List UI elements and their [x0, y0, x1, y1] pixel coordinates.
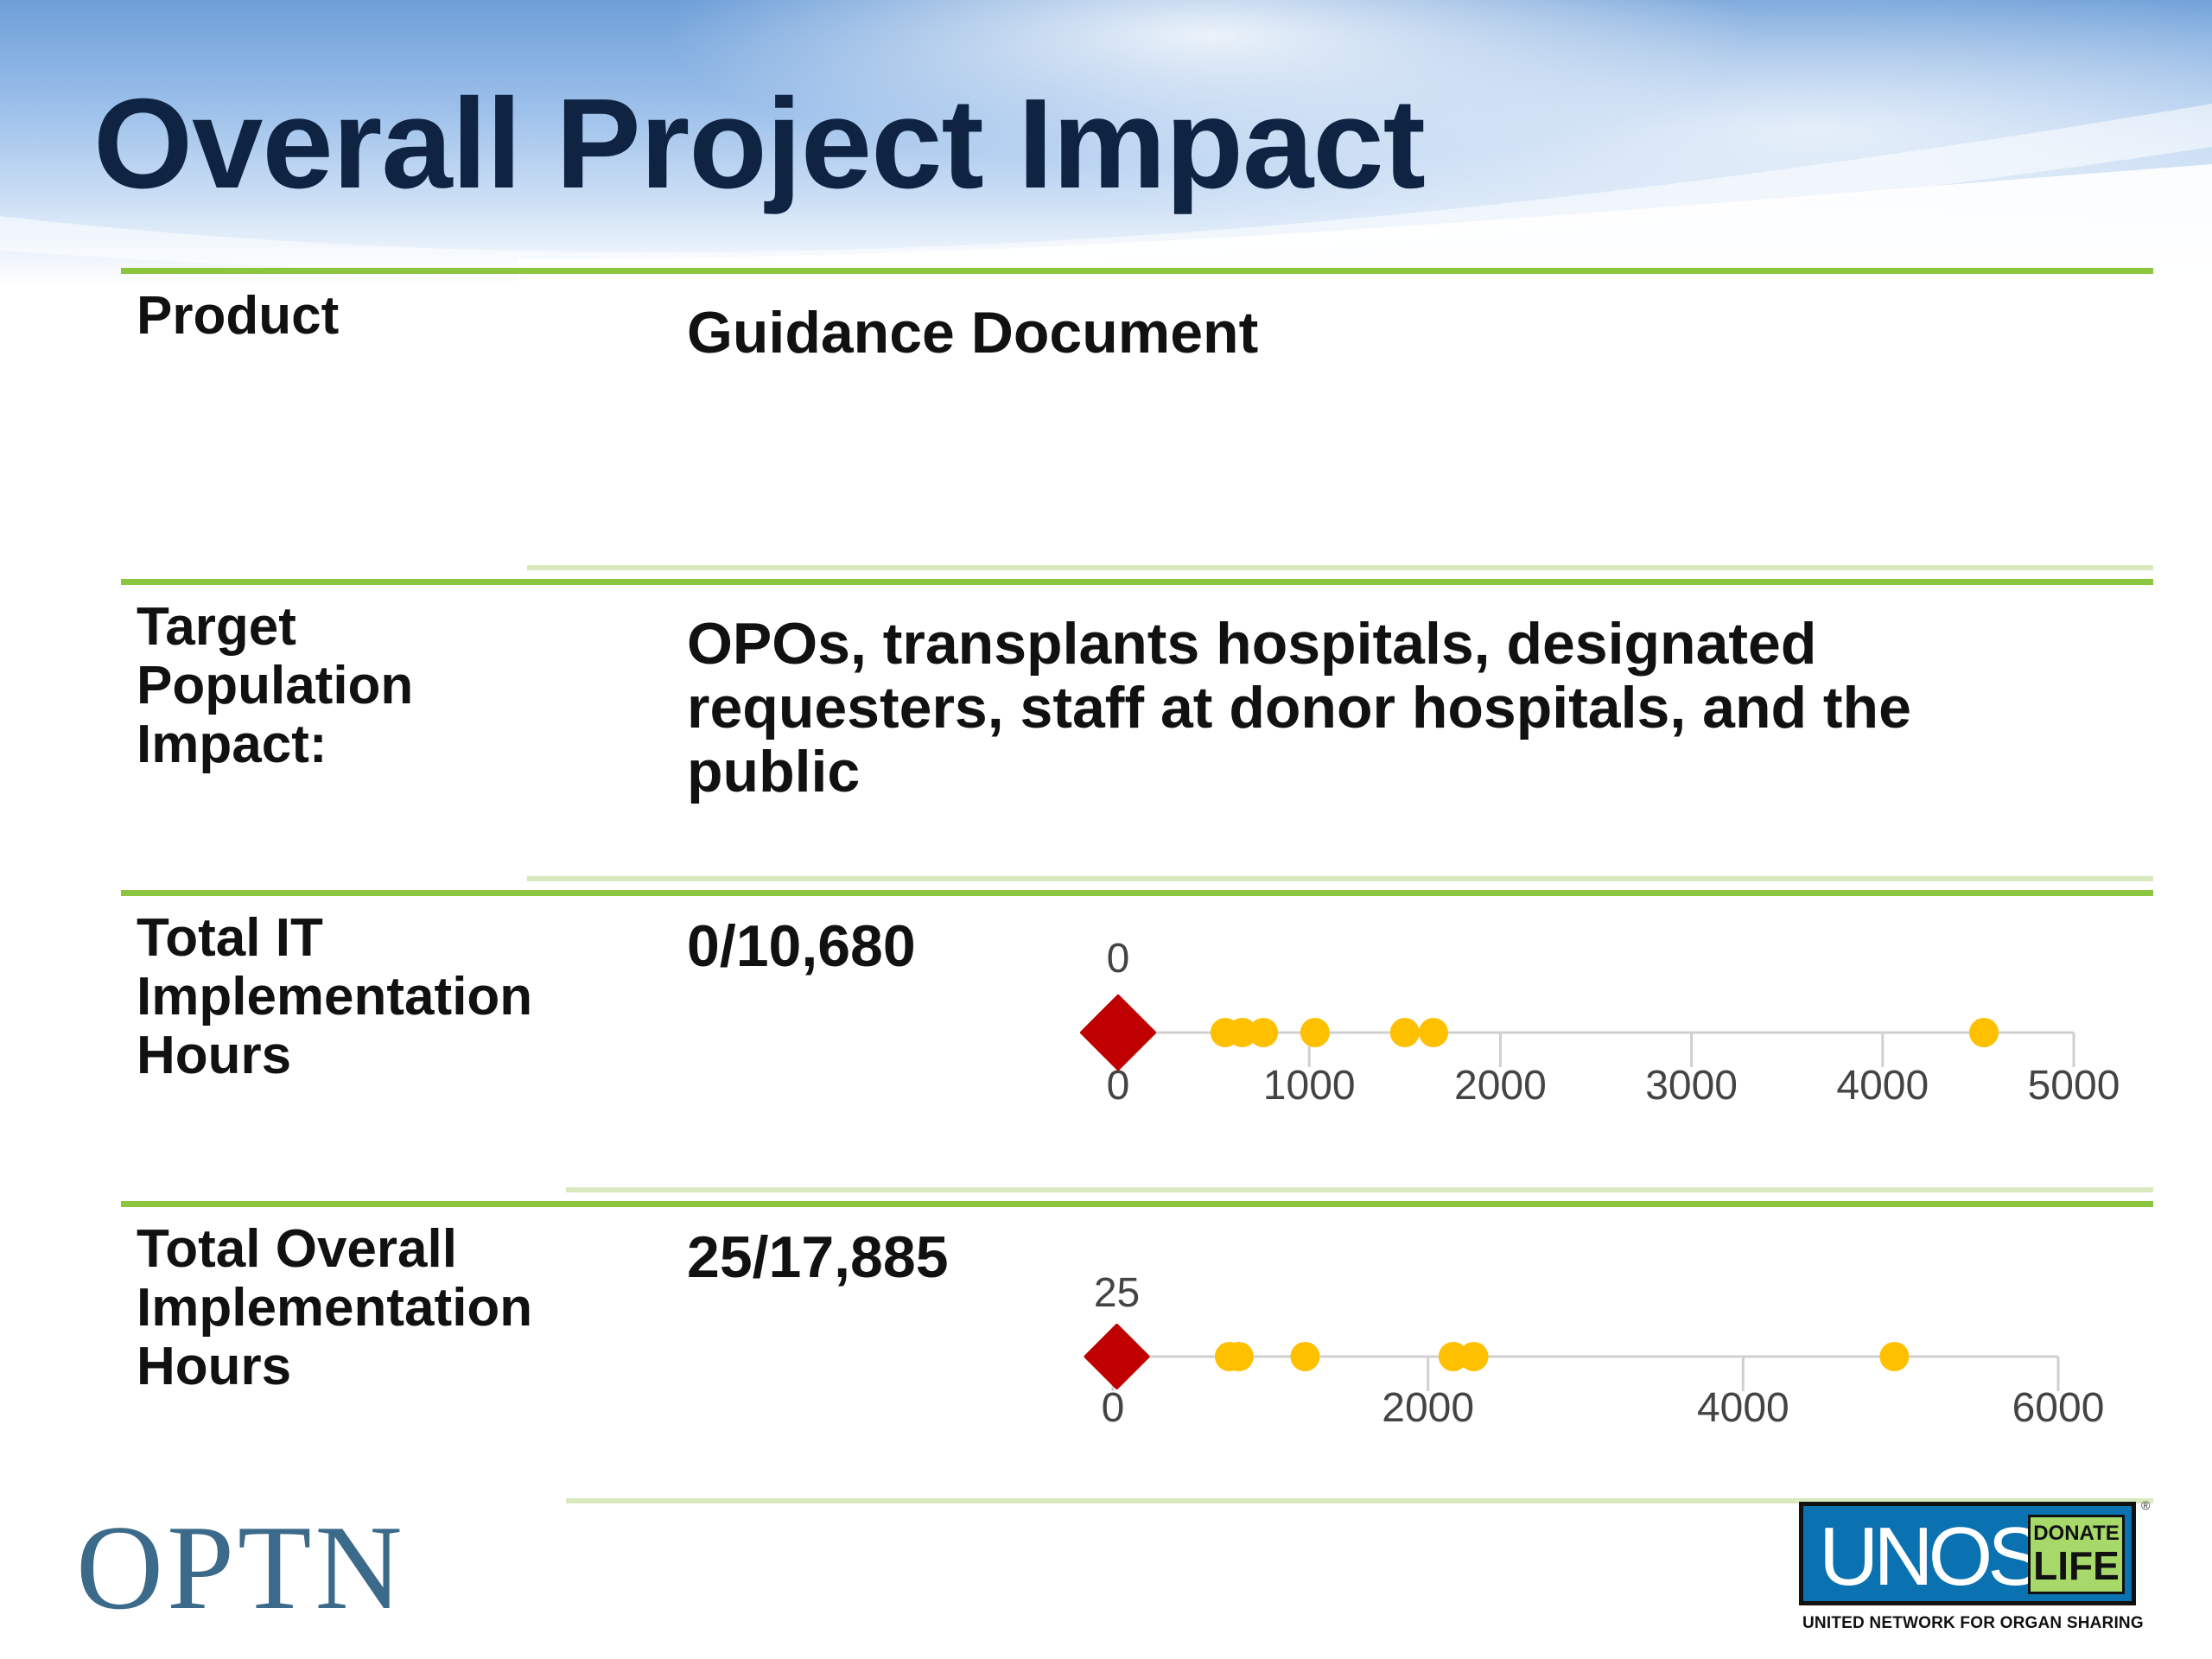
- highlight-label: 25: [1094, 1270, 1140, 1316]
- unos-logo: UNOS DONATE LIFE ® UNITED NETWORK FOR OR…: [1799, 1498, 2153, 1640]
- x-tick-label: 5000: [2028, 1063, 2120, 1109]
- unos-logo-word: UNOS: [1819, 1510, 2043, 1603]
- row-divider: [121, 1201, 2153, 1207]
- overall-hours-chart: 0 2000 4000 6000 25: [1084, 1270, 2105, 1431]
- row-divider-light: [527, 565, 2153, 570]
- row-divider-light: [527, 876, 2153, 881]
- row-divider: [121, 579, 2153, 585]
- registered-mark: ®: [2141, 1498, 2151, 1512]
- optn-logo: OPTN: [76, 1501, 406, 1635]
- row-divider: [121, 890, 2153, 896]
- row-label-overall-hours: Total Overall Implementation Hours: [137, 1219, 533, 1396]
- row-divider: [121, 268, 2153, 274]
- x-tick-label: 2000: [1454, 1063, 1547, 1109]
- x-tick-label: 4000: [1836, 1063, 1929, 1109]
- row-value-target-population: OPOs, transplants hospitals, designated …: [687, 611, 1911, 804]
- row-value-overall-hours: 25/17,885: [687, 1224, 949, 1290]
- row-label-target-population: Target Population Impact:: [137, 597, 414, 774]
- x-tick-label: 4000: [1697, 1385, 1789, 1431]
- unos-tagline: UNITED NETWORK FOR ORGAN SHARING: [1802, 1614, 2144, 1632]
- slide-title: Overall Project Impact: [93, 73, 1426, 215]
- row-divider-light: [566, 1498, 2153, 1503]
- data-point: [1249, 1018, 1279, 1047]
- row-divider-light: [566, 1187, 2153, 1192]
- highlight-point: [1084, 1324, 1150, 1389]
- row-value-it-hours: 0/10,680: [687, 913, 916, 979]
- x-tick-label: 1000: [1263, 1063, 1356, 1109]
- highlight-label: 0: [1107, 936, 1130, 982]
- data-point: [1418, 1018, 1448, 1047]
- data-point: [1459, 1342, 1489, 1371]
- row-value-product: Guidance Document: [687, 300, 1259, 365]
- data-point: [1438, 1342, 1468, 1371]
- data-point: [1227, 1018, 1257, 1047]
- row-label-product: Product: [137, 286, 340, 346]
- data-point: [1879, 1342, 1910, 1371]
- data-point: [1389, 1018, 1420, 1047]
- data-point: [1290, 1342, 1320, 1371]
- unos-logo-box: UNOS DONATE LIFE: [1799, 1502, 2136, 1605]
- highlight-point: [1080, 995, 1156, 1071]
- donate-life-badge: DONATE LIFE: [2028, 1515, 2125, 1594]
- donate-life-bottom: LIFE: [2033, 1543, 2120, 1588]
- x-tick-label: 0: [1102, 1385, 1125, 1431]
- data-point: [1300, 1018, 1330, 1047]
- x-tick-label: 3000: [1645, 1063, 1738, 1109]
- row-label-it-hours: Total IT Implementation Hours: [137, 908, 533, 1085]
- header-swoosh: [0, 104, 2212, 285]
- x-tick-label: 6000: [2012, 1385, 2105, 1431]
- data-point: [1969, 1018, 1999, 1047]
- donate-life-top: DONATE: [2033, 1522, 2120, 1545]
- x-tick-label: 2000: [1382, 1385, 1474, 1431]
- data-point: [1224, 1342, 1254, 1371]
